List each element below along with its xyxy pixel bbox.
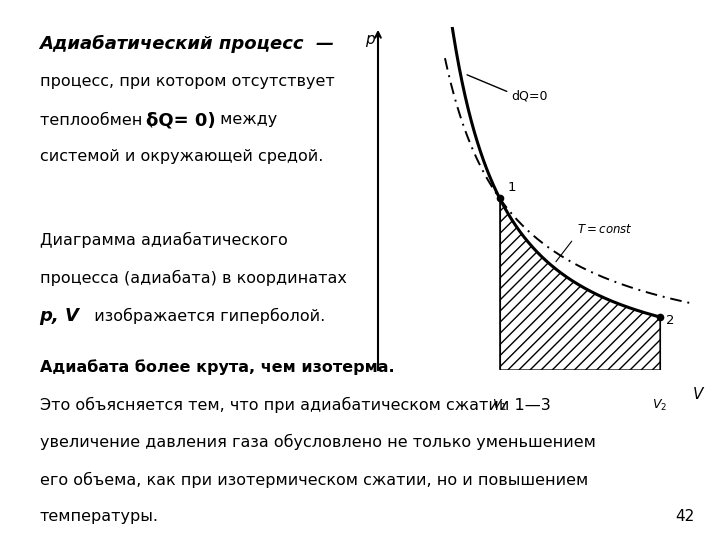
- Text: Диаграмма адиабатического: Диаграмма адиабатического: [40, 232, 287, 248]
- Text: p, V: p, V: [40, 307, 79, 326]
- Text: $V_1$: $V_1$: [492, 398, 508, 413]
- Text: 1: 1: [508, 181, 516, 194]
- Text: процесс, при котором отсутствует: процесс, при котором отсутствует: [40, 74, 334, 89]
- Text: увеличение давления газа обусловлено не только уменьшением: увеличение давления газа обусловлено не …: [40, 434, 595, 450]
- Text: процесса (адиабата) в координатах: процесса (адиабата) в координатах: [40, 270, 346, 286]
- Text: $V_2$: $V_2$: [652, 398, 667, 413]
- Text: $T=const$: $T=const$: [577, 223, 632, 236]
- Text: теплообмен (: теплообмен (: [40, 112, 153, 127]
- Text: Это объясняется тем, что при адиабатическом сжатии 1—3: Это объясняется тем, что при адиабатичес…: [40, 397, 550, 413]
- Text: Адиабатический процесс  —: Адиабатический процесс —: [40, 35, 335, 53]
- Text: изображается гиперболой.: изображается гиперболой.: [84, 307, 325, 323]
- Text: его объема, как при изотермическом сжатии, но и повышением: его объема, как при изотермическом сжати…: [40, 472, 588, 488]
- Text: p: p: [365, 32, 375, 47]
- Text: между: между: [215, 112, 276, 126]
- Text: dQ=0: dQ=0: [511, 89, 547, 102]
- Polygon shape: [500, 199, 660, 370]
- Text: 2: 2: [667, 314, 675, 327]
- Text: температуры.: температуры.: [40, 509, 158, 524]
- Text: δQ= 0): δQ= 0): [146, 112, 216, 130]
- Text: 42: 42: [675, 509, 695, 524]
- Text: V: V: [693, 387, 703, 402]
- Text: системой и окружающей средой.: системой и окружающей средой.: [40, 149, 323, 164]
- Text: Адиабата более крута, чем изотерма.: Адиабата более крута, чем изотерма.: [40, 359, 395, 375]
